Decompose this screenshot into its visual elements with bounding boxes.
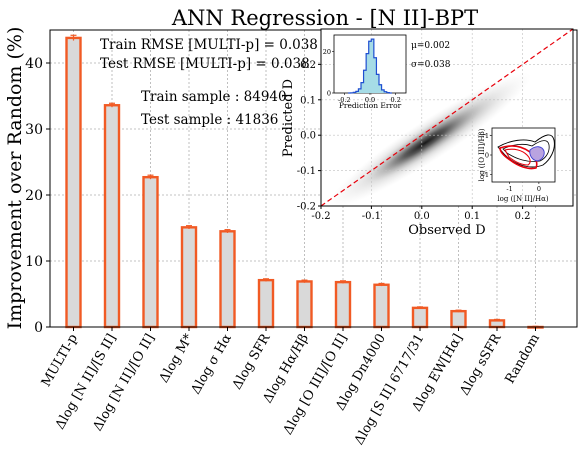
main-y-tick-label: 0 bbox=[34, 320, 43, 336]
bar-8 bbox=[373, 283, 390, 329]
bar-3 bbox=[180, 226, 198, 329]
histogram-x-tick-label: -0.2 bbox=[338, 96, 351, 104]
bpt-x-tick-label: -1 bbox=[506, 185, 512, 193]
main-y-tick-label: 30 bbox=[25, 122, 43, 138]
scatter-inset-frame bbox=[320, 28, 574, 207]
main-y-ticks: 0 10 20 30 40 bbox=[25, 56, 50, 336]
scatter-y-tick-label: 0.0 bbox=[300, 131, 316, 142]
main-bars bbox=[65, 34, 544, 329]
histogram-x-tick-label: 0.2 bbox=[391, 96, 401, 104]
bar-0 bbox=[65, 36, 82, 329]
bar-2 bbox=[142, 175, 159, 329]
main-y-tick-label: 20 bbox=[25, 188, 43, 204]
scatter-y-tick-label: 0.1 bbox=[300, 95, 316, 106]
category-label-0: MULTI-p bbox=[39, 332, 81, 390]
scatter-inset: -0.2 -0.1 0.0 0.1 0.2 -0.2 -0.1 0.0 0.1 0.2 Obser… bbox=[281, 28, 574, 238]
bpt-inset: -1 0 -1 0 1 log ([N II]/Hα) log ([O III]/Hβ) bbox=[478, 127, 556, 203]
bpt-y-tick-label: -1 bbox=[483, 171, 489, 179]
histogram-ticks: -0.2 0.0 0.2 0 20 bbox=[323, 48, 401, 104]
rmse-test-annotation: Test RMSE [MULTI-p] = 0.038 bbox=[100, 56, 310, 72]
scatter-x-tick-label: -0.1 bbox=[362, 211, 381, 222]
main-axes-frame bbox=[49, 29, 578, 328]
histogram-outline bbox=[348, 38, 392, 94]
main-y-tick-label: 40 bbox=[25, 56, 43, 72]
bpt-y-tick-label: 1 bbox=[485, 132, 489, 140]
density-cloud-inner bbox=[365, 103, 485, 183]
scatter-x-tick-label: 0.0 bbox=[414, 211, 430, 222]
one-to-one-line bbox=[321, 29, 573, 206]
bpt-x-label: log ([N II]/Hα) bbox=[497, 195, 548, 203]
histogram-y-tick-label: 0 bbox=[327, 90, 331, 98]
bpt-y-tick-label: 0 bbox=[485, 152, 489, 160]
bpt-contour-black-inner bbox=[502, 140, 550, 162]
bpt-y-label: log ([O III]/Hβ) bbox=[478, 128, 486, 181]
mu-label: μ=0.002 bbox=[411, 41, 450, 51]
category-label-9: Δlog [S II] 6717/31 bbox=[352, 332, 428, 448]
histogram-inset: -0.2 0.0 0.2 0 20 Prediction Error μ=0.002 σ… bbox=[323, 34, 451, 110]
chart-title: ANN Regression - [N II]-BPT bbox=[171, 6, 478, 30]
histogram-y-tick-label: 20 bbox=[323, 48, 331, 56]
histogram-x-label: Prediction Error bbox=[339, 101, 402, 110]
bar-5 bbox=[257, 278, 275, 329]
bpt-contour-blue bbox=[529, 146, 545, 162]
bar-6 bbox=[296, 280, 313, 329]
scatter-ticks: -0.2 -0.1 0.0 0.1 0.2 -0.2 -0.1 0.0 0.1 0.2 bbox=[297, 60, 531, 222]
bar-10 bbox=[450, 309, 467, 329]
bar-1 bbox=[103, 104, 121, 329]
main-y-tick-label: 10 bbox=[25, 254, 43, 270]
bpt-contour-red-inner bbox=[504, 148, 531, 166]
scatter-y-label: Predicted D bbox=[281, 79, 296, 157]
scatter-x-tick-label: 0.1 bbox=[464, 211, 480, 222]
test-sample-annotation: Test sample : 41836 bbox=[141, 112, 278, 128]
train-sample-annotation: Train sample : 84940 bbox=[141, 89, 287, 105]
scatter-y-tick-label: 0.2 bbox=[300, 60, 316, 71]
sigma-label: σ=0.038 bbox=[411, 60, 451, 70]
bpt-contour-black-outer bbox=[497, 134, 555, 168]
category-label-12: Random bbox=[503, 332, 543, 387]
scatter-y-tick-label: -0.2 bbox=[297, 202, 316, 213]
histogram-x-tick-label: 0.0 bbox=[365, 96, 375, 104]
category-label-4: Δlog σ Hα bbox=[188, 331, 235, 397]
scatter-x-label: Observed D bbox=[408, 223, 485, 238]
scatter-y-tick-label: -0.1 bbox=[297, 166, 316, 177]
bpt-x-tick-label: 0 bbox=[537, 185, 541, 193]
bpt-ticks: -1 0 -1 0 1 bbox=[483, 132, 541, 193]
rmse-train-annotation: Train RMSE [MULTI-p] = 0.038 bbox=[100, 37, 318, 53]
scatter-x-tick-label: -0.2 bbox=[311, 211, 330, 222]
y-axis-label: Improvement over Random (%) bbox=[4, 27, 26, 330]
bar-4 bbox=[219, 230, 236, 329]
category-label-5: Δlog SFR bbox=[230, 330, 274, 392]
bar-9 bbox=[411, 306, 429, 329]
bpt-inset-background bbox=[491, 127, 556, 183]
bpt-contour-red bbox=[499, 145, 538, 170]
bar-7 bbox=[334, 280, 352, 329]
histogram-fill bbox=[348, 39, 392, 93]
scatter-x-tick-label: 0.2 bbox=[515, 211, 531, 222]
category-label-3: Δlog M* bbox=[157, 331, 197, 385]
